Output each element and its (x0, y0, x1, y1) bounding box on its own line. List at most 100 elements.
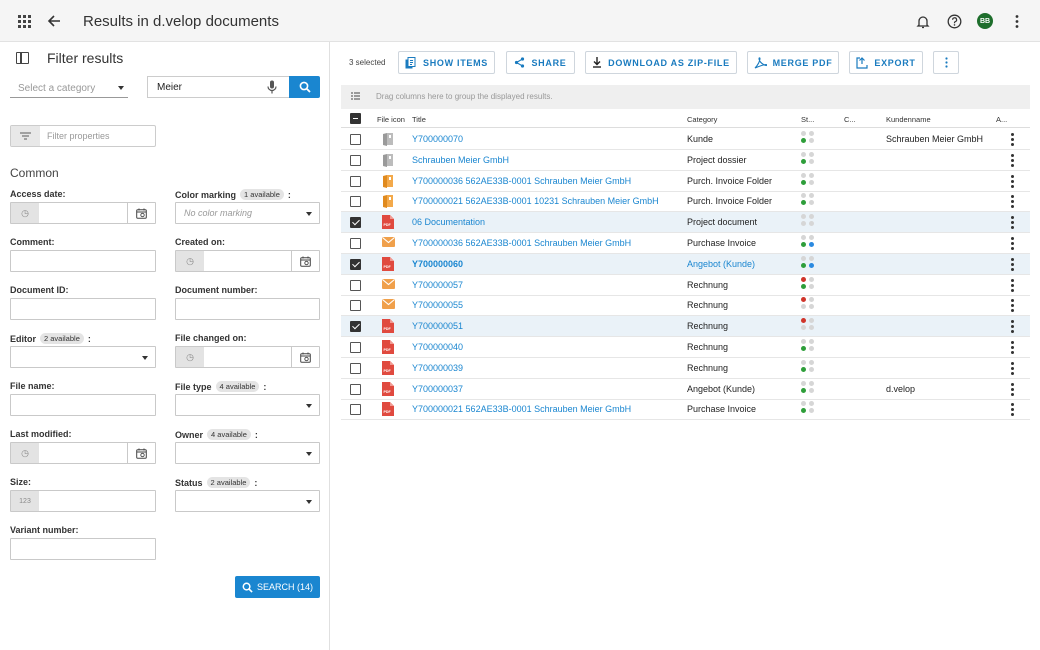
row-title-link[interactable]: 06 Documentation (412, 217, 486, 228)
search-submit-button[interactable]: SEARCH (14) (235, 576, 320, 598)
row-title-link[interactable]: Y700000051 (412, 321, 464, 332)
created-on-field[interactable]: ◷ (175, 250, 320, 272)
calendar-icon[interactable] (127, 203, 155, 223)
app-grid-icon[interactable] (14, 11, 34, 31)
calendar-icon[interactable] (291, 347, 319, 367)
size-field[interactable]: 123 (10, 490, 156, 512)
more-vert-icon[interactable] (1010, 216, 1014, 230)
editor-select[interactable] (10, 346, 156, 368)
table-row[interactable]: PDF Y700000051 Rechnung (341, 316, 1030, 338)
column-category[interactable]: Category (687, 115, 718, 124)
file-changed-on-field[interactable]: ◷ (175, 346, 320, 368)
more-vert-icon[interactable] (1010, 361, 1014, 375)
panel-toggle-icon[interactable] (16, 52, 29, 64)
column-file-icon[interactable]: File icon (377, 115, 405, 124)
calendar-icon[interactable] (127, 443, 155, 463)
column-kundenname[interactable]: Kundenname (886, 115, 931, 124)
document-number-field[interactable] (175, 298, 320, 320)
more-vert-icon[interactable] (1010, 133, 1014, 146)
group-by-bar[interactable]: Drag columns here to group the displayed… (341, 85, 1030, 109)
table-row[interactable]: PDF Y700000060 Angebot (Kunde) (341, 253, 1030, 275)
table-row[interactable]: PDF 06 Documentation Project document (341, 212, 1030, 234)
row-title-link[interactable]: Y700000039 (412, 362, 464, 373)
table-row[interactable]: Y700000021 562AE33B-0001 10231 Schrauben… (341, 191, 1030, 213)
bell-icon[interactable] (913, 11, 933, 31)
more-vert-icon[interactable] (1010, 153, 1014, 167)
search-input[interactable]: Meier (147, 76, 289, 98)
more-vert-icon[interactable] (1010, 257, 1014, 271)
table-row[interactable]: PDF Y700000021 562AE33B-0001 Schrauben Me… (341, 399, 1030, 421)
row-checkbox[interactable] (350, 362, 361, 374)
more-vert-icon[interactable] (1007, 11, 1027, 31)
toolbar-more-button[interactable] (933, 51, 959, 74)
row-title-link[interactable]: Y700000057 (412, 279, 464, 290)
category-select[interactable]: Select a category (10, 77, 128, 98)
row-checkbox[interactable] (350, 383, 361, 395)
column-title[interactable]: Title (412, 115, 426, 124)
row-title-link[interactable]: Y700000021 562AE33B-0001 Schrauben Meier… (412, 404, 632, 415)
avatar[interactable]: BB (977, 13, 993, 29)
table-row[interactable]: PDF Y700000039 Rechnung (341, 358, 1030, 379)
row-checkbox[interactable] (350, 258, 361, 270)
download-zip-button[interactable]: DOWNLOAD AS ZIP-FILE (585, 51, 737, 74)
more-vert-icon[interactable] (1010, 382, 1014, 396)
table-row[interactable]: PDF Y700000037 Angebot (Kunde) d.velop (341, 379, 1030, 400)
table-row[interactable]: Y700000036 562AE33B-0001 Schrauben Meier… (341, 171, 1030, 192)
status-select[interactable] (175, 490, 320, 512)
calendar-icon[interactable] (291, 251, 319, 271)
row-checkbox[interactable] (350, 279, 361, 291)
row-checkbox[interactable] (350, 342, 361, 353)
share-button[interactable]: SHARE (506, 51, 575, 74)
merge-pdf-button[interactable]: MERGE PDF (747, 51, 839, 74)
row-title-link[interactable]: Schrauben Meier GmbH (412, 154, 510, 165)
row-checkbox[interactable] (350, 154, 361, 166)
comment-field[interactable] (10, 250, 156, 272)
table-row[interactable]: Y700000057 Rechnung (341, 275, 1030, 296)
more-vert-icon[interactable] (1010, 403, 1014, 417)
help-icon[interactable] (944, 11, 964, 31)
row-checkbox[interactable] (350, 321, 361, 333)
row-checkbox[interactable] (350, 196, 361, 208)
more-vert-icon[interactable] (1010, 299, 1014, 313)
file-type-select[interactable] (175, 394, 320, 416)
table-row[interactable]: PDF Y700000040 Rechnung (341, 337, 1030, 358)
row-checkbox[interactable] (350, 300, 361, 312)
more-vert-icon[interactable] (1010, 195, 1014, 209)
select-all-checkbox[interactable] (350, 113, 361, 124)
column-c[interactable]: C... (844, 115, 856, 124)
color-marking-select[interactable]: No color marking (175, 202, 320, 224)
row-title-link[interactable]: Y700000040 (412, 342, 464, 352)
row-title-link[interactable]: Y700000055 (412, 300, 464, 311)
table-row[interactable]: Y700000055 Rechnung (341, 295, 1030, 317)
row-checkbox[interactable] (350, 217, 361, 229)
row-title-link[interactable]: Y700000070 (412, 134, 464, 144)
export-button[interactable]: EXPORT (849, 51, 923, 74)
back-arrow-icon[interactable] (44, 11, 64, 31)
microphone-icon[interactable] (267, 80, 277, 97)
owner-select[interactable] (175, 442, 320, 464)
row-checkbox[interactable] (350, 404, 361, 416)
more-vert-icon[interactable] (1010, 174, 1014, 188)
file-name-field[interactable] (10, 394, 156, 416)
access-date-field[interactable]: ◷ (10, 202, 156, 224)
more-vert-icon[interactable] (1010, 237, 1014, 250)
table-row[interactable]: Y700000036 562AE33B-0001 Schrauben Meier… (341, 233, 1030, 254)
table-row[interactable]: Schrauben Meier GmbH Project dossier (341, 150, 1030, 171)
variant-number-field[interactable] (10, 538, 156, 560)
row-title-link[interactable]: Y700000060 (412, 258, 464, 269)
show-items-button[interactable]: SHOW ITEMS (398, 51, 495, 74)
more-vert-icon[interactable] (1010, 341, 1014, 354)
row-checkbox[interactable] (350, 134, 361, 145)
row-title-link[interactable]: Y700000037 (412, 383, 464, 394)
row-checkbox[interactable] (350, 238, 361, 249)
row-checkbox[interactable] (350, 175, 361, 187)
table-row[interactable]: Y700000070 Kunde Schrauben Meier GmbH (341, 129, 1030, 150)
document-id-field[interactable] (10, 298, 156, 320)
filter-properties-input[interactable]: Filter properties (10, 125, 156, 147)
row-title-link[interactable]: Y700000021 562AE33B-0001 10231 Schrauben… (412, 196, 659, 207)
column-actions[interactable]: A... (996, 115, 1008, 124)
search-button[interactable] (289, 76, 320, 98)
last-modified-field[interactable]: ◷ (10, 442, 156, 464)
row-title-link[interactable]: Y700000036 562AE33B-0001 Schrauben Meier… (412, 238, 632, 248)
row-title-link[interactable]: Y700000036 562AE33B-0001 Schrauben Meier… (412, 175, 632, 186)
